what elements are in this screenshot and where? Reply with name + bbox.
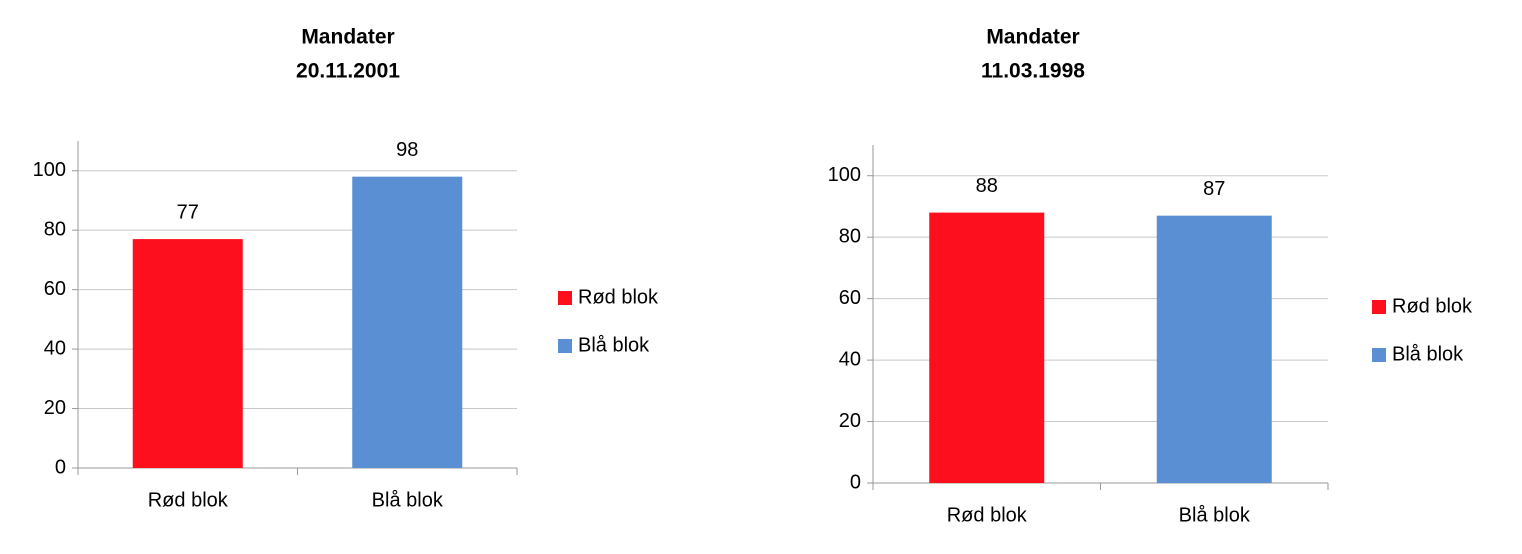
y-tick-label: 80: [839, 225, 861, 247]
data-label: 87: [1203, 178, 1225, 200]
data-label: 77: [177, 201, 199, 223]
chart-subtitle: 20.11.2001: [296, 60, 400, 83]
y-tick-label: 60: [839, 287, 861, 309]
bar: [132, 239, 243, 468]
y-tick-label: 100: [828, 164, 861, 186]
bar: [1156, 215, 1272, 483]
y-tick-label: 40: [44, 337, 66, 359]
legend-swatch: [558, 339, 572, 353]
x-tick-label: Blå blok: [372, 489, 444, 511]
legend-label: Rød blok: [578, 286, 659, 308]
y-tick-label: 60: [44, 278, 66, 300]
data-label: 98: [396, 139, 418, 161]
chart-title: Mandater: [986, 26, 1079, 49]
y-tick-label: 40: [839, 348, 861, 370]
legend-label: Blå blok: [1392, 343, 1464, 365]
legend-swatch: [1372, 348, 1386, 362]
chart-subtitle: 11.03.1998: [981, 60, 1085, 83]
x-tick-label: Rød blok: [148, 489, 229, 511]
bar: [352, 176, 463, 468]
x-tick-label: Blå blok: [1179, 504, 1251, 526]
data-label: 88: [976, 175, 998, 197]
legend-swatch: [558, 291, 572, 305]
bar: [929, 212, 1045, 483]
x-tick-label: Rød blok: [947, 504, 1028, 526]
legend-label: Blå blok: [578, 334, 650, 356]
legend-label: Rød blok: [1392, 295, 1473, 317]
y-tick-label: 80: [44, 218, 66, 240]
y-tick-label: 20: [839, 410, 861, 432]
chart-title: Mandater: [301, 26, 394, 49]
y-tick-label: 0: [850, 471, 861, 493]
y-tick-label: 100: [33, 159, 66, 181]
y-tick-label: 20: [44, 397, 66, 419]
legend-swatch: [1372, 300, 1386, 314]
y-tick-label: 0: [55, 456, 66, 478]
